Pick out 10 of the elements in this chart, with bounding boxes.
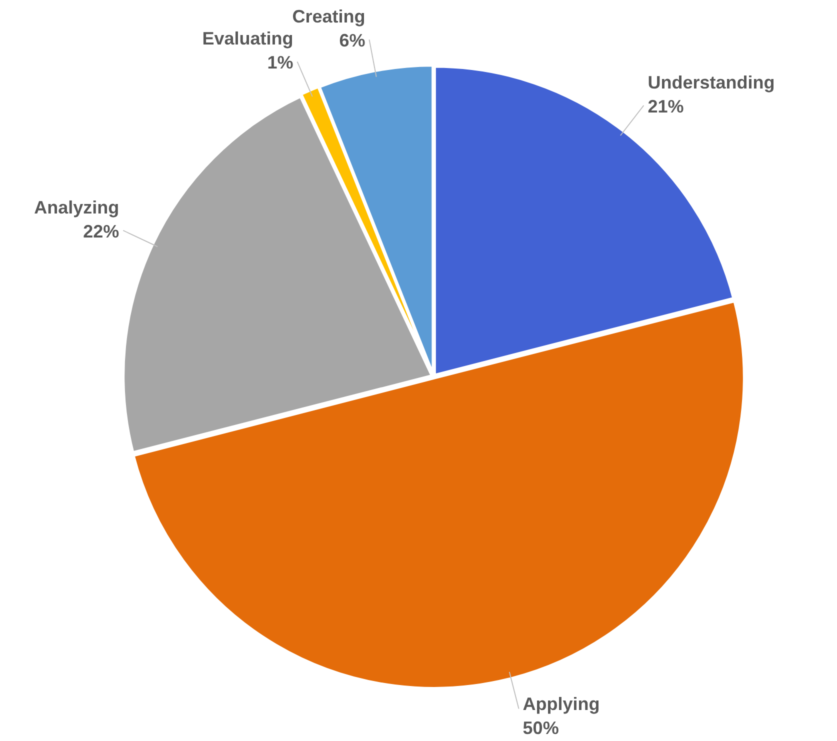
data-label: 21%	[648, 96, 684, 116]
data-label: 22%	[83, 221, 120, 242]
slice-label: Understanding	[648, 72, 775, 92]
slice-label: Evaluating	[202, 28, 294, 49]
slice-label: Analyzing	[34, 197, 120, 218]
data-label: 6%	[339, 30, 366, 51]
data-label: 1%	[267, 52, 294, 73]
slice-label: Creating	[292, 6, 366, 27]
slice-label: Applying	[522, 694, 600, 714]
data-label: 50%	[522, 718, 559, 738]
